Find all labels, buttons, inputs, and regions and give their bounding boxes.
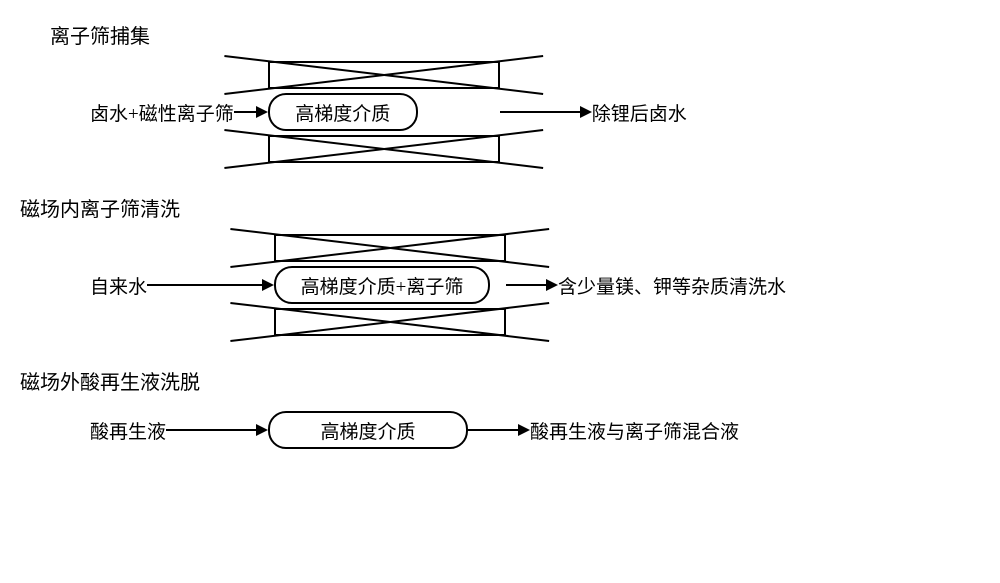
- stage2-arrow-out: [506, 279, 558, 291]
- stage2-input-label: 自来水: [90, 272, 147, 299]
- coil-bottom: [274, 308, 506, 336]
- stage1-title: 离子筛捕集: [50, 20, 980, 49]
- stage3-input-label: 酸再生液: [90, 417, 166, 444]
- arrow-line: [468, 429, 518, 431]
- stage1-input-label: 卤水+磁性离子筛: [90, 99, 234, 126]
- arrow-line: [166, 429, 256, 431]
- arrow-head-icon: [580, 106, 592, 118]
- arrow-head-icon: [518, 424, 530, 436]
- stage2-chamber: 高梯度介质+离子筛: [274, 266, 490, 304]
- stage2-device: 高梯度介质+离子筛: [274, 234, 506, 336]
- stage3-arrow-out: [468, 424, 530, 436]
- stage3-arrow-in: [166, 424, 268, 436]
- coil-top: [274, 234, 506, 262]
- arrow-head-icon: [262, 279, 274, 291]
- arrow-line: [506, 284, 546, 286]
- stage2-arrow-in: [147, 279, 274, 291]
- arrow-line: [500, 111, 580, 113]
- arrow-head-icon: [256, 106, 268, 118]
- stage-acid-elution: 磁场外酸再生液洗脱 酸再生液 高梯度介质 酸再生液与离子筛混合液: [20, 366, 980, 453]
- stage1-device: 高梯度介质: [268, 61, 500, 163]
- stage3-output-label: 酸再生液与离子筛混合液: [530, 417, 739, 444]
- arrow-line: [234, 111, 256, 113]
- stage-ion-sieve-capture: 离子筛捕集 卤水+磁性离子筛 高梯度介质 除锂后卤水: [20, 20, 980, 163]
- stage2-title: 磁场内离子筛清洗: [20, 193, 980, 222]
- arrow-head-icon: [256, 424, 268, 436]
- stage3-device: 高梯度介质: [268, 407, 468, 453]
- stage3-chamber: 高梯度介质: [268, 411, 468, 449]
- stage-ion-sieve-wash: 磁场内离子筛清洗 自来水 高梯度介质+离子筛 含少量镁、钾等杂质清洗水: [20, 193, 980, 336]
- coil-bottom: [268, 135, 500, 163]
- chamber-text: 高梯度介质: [295, 99, 390, 126]
- stage2-flow: 自来水 高梯度介质+离子筛 含少量镁、钾等杂质清洗水: [90, 234, 980, 336]
- stage2-output-label: 含少量镁、钾等杂质清洗水: [558, 272, 786, 299]
- stage3-title: 磁场外酸再生液洗脱: [20, 366, 980, 395]
- chamber-wrap: 高梯度介质: [268, 89, 500, 135]
- chamber-wrap: 高梯度介质: [268, 407, 468, 453]
- chamber-text: 高梯度介质: [321, 417, 416, 444]
- stage1-arrow-out: [500, 106, 592, 118]
- chamber-wrap: 高梯度介质+离子筛: [274, 262, 506, 308]
- stage1-output-label: 除锂后卤水: [592, 99, 687, 126]
- arrow-head-icon: [546, 279, 558, 291]
- stage1-flow: 卤水+磁性离子筛 高梯度介质 除锂后卤水: [90, 61, 980, 163]
- coil-top: [268, 61, 500, 89]
- chamber-text: 高梯度介质+离子筛: [301, 272, 464, 299]
- arrow-line: [147, 284, 262, 286]
- stage1-arrow-in: [234, 106, 268, 118]
- stage3-flow: 酸再生液 高梯度介质 酸再生液与离子筛混合液: [90, 407, 980, 453]
- stage1-chamber: 高梯度介质: [268, 93, 418, 131]
